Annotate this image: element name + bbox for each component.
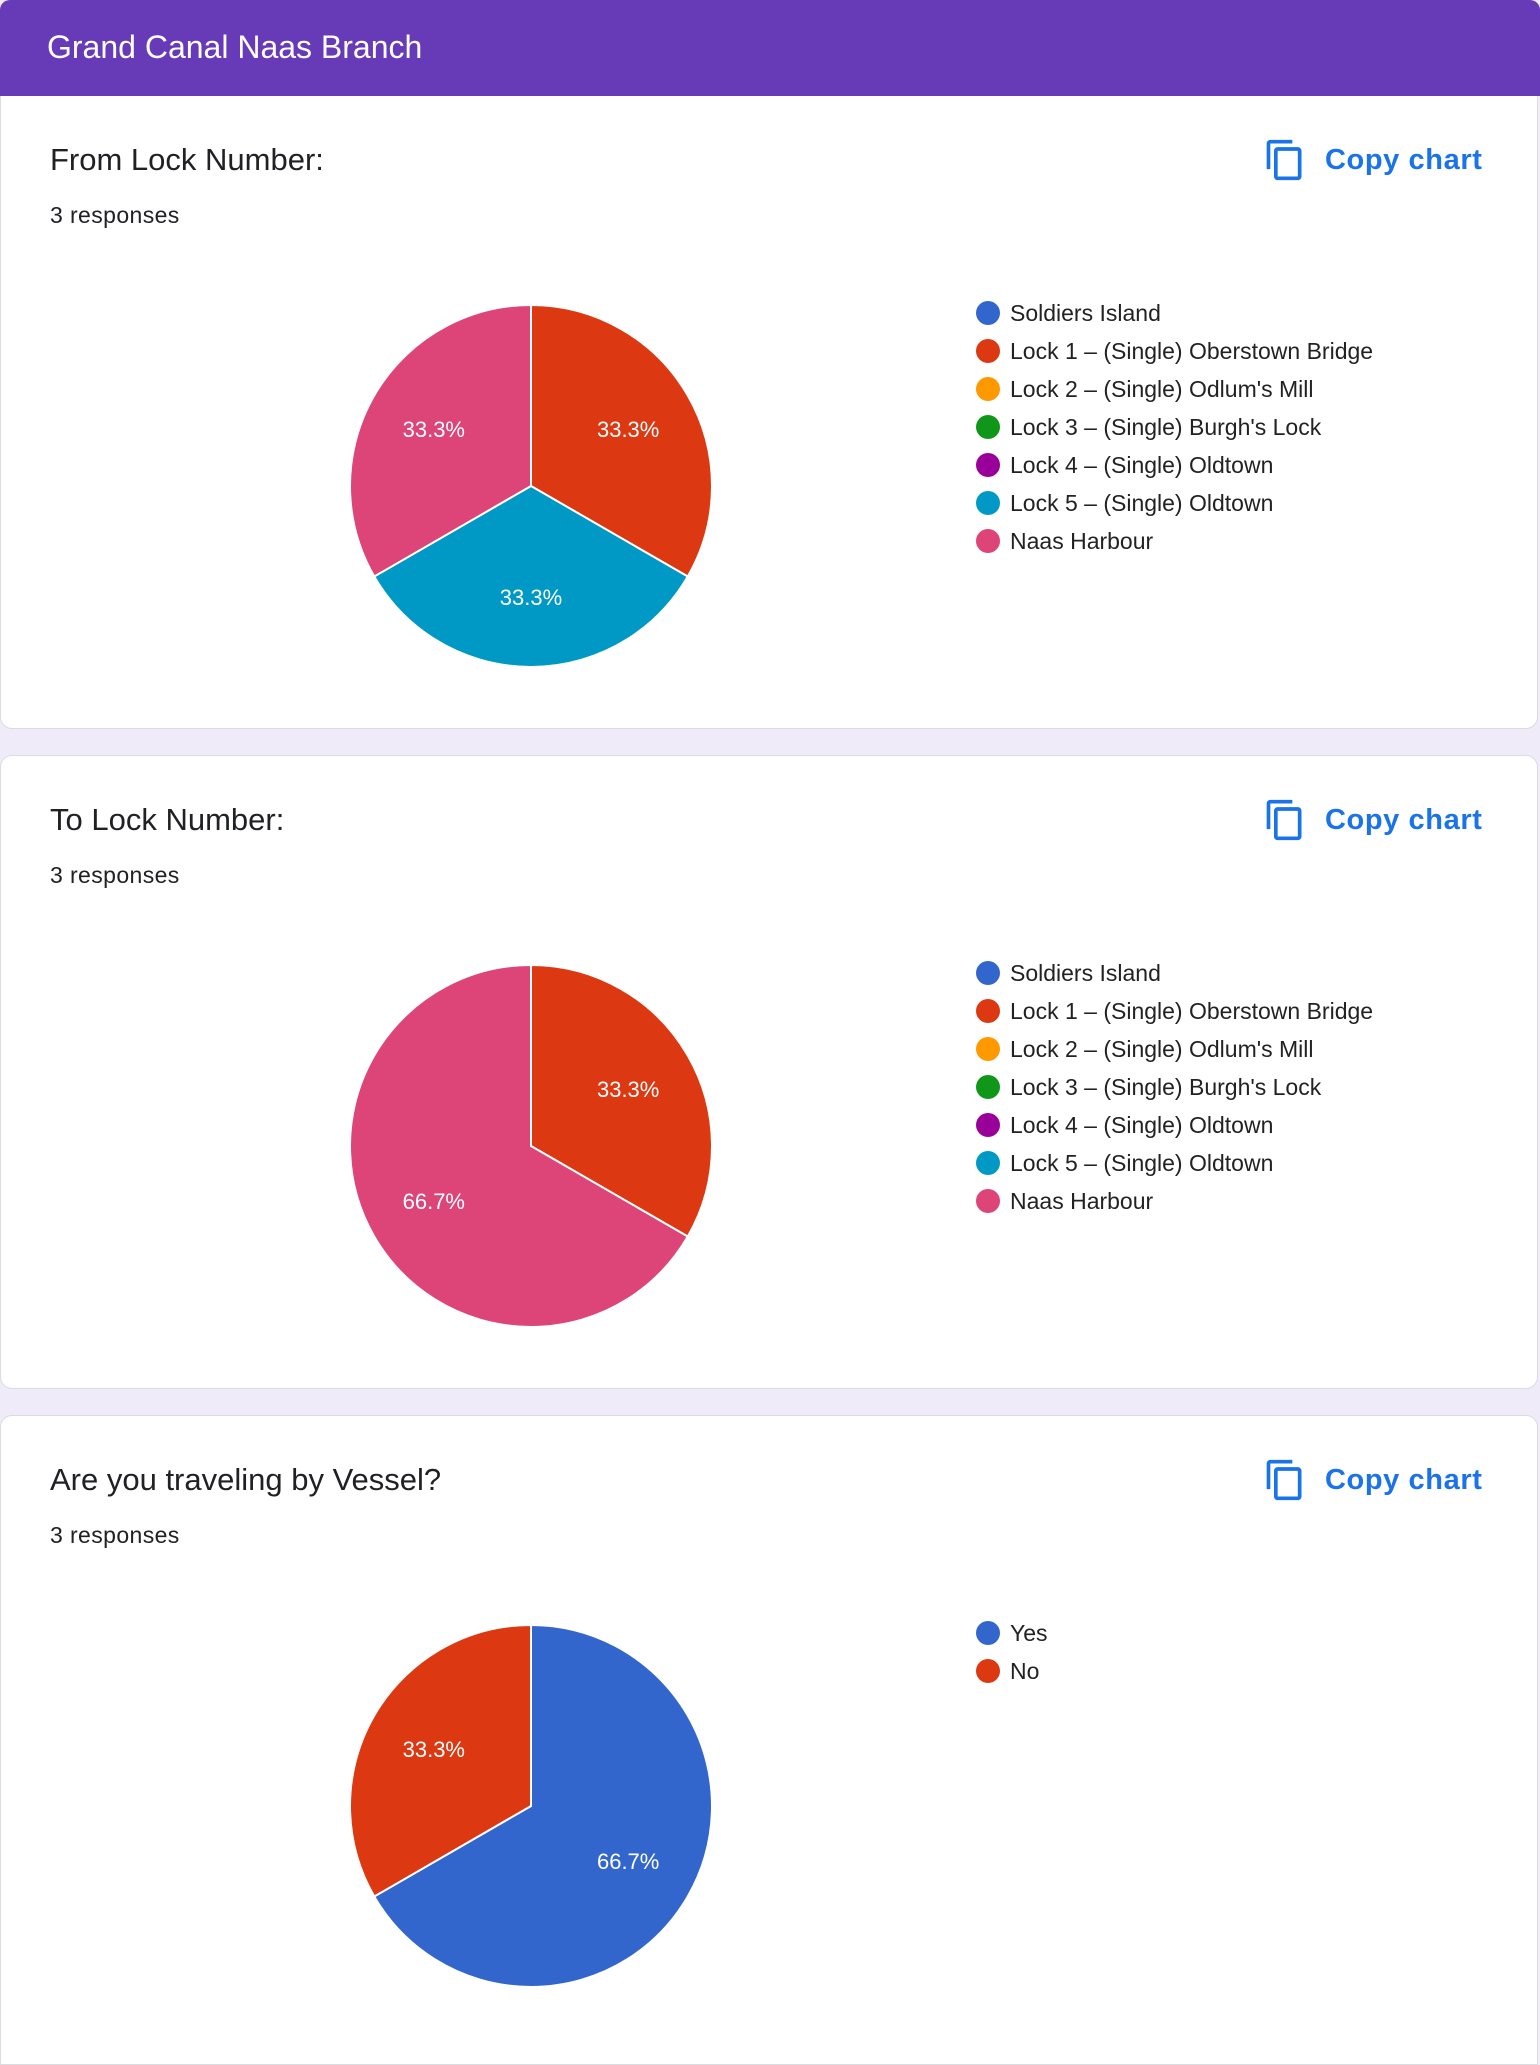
legend-item: Lock 5 – (Single) Oldtown [976,1144,1373,1182]
form-header: Grand Canal Naas Branch [0,0,1540,96]
legend-label: Lock 3 – (Single) Burgh's Lock [1010,413,1322,440]
pie-slice [530,303,713,578]
slice-label: 33.3% [596,416,660,442]
pie-chart: 33.3% 66.7% [331,946,731,1346]
question-card-to-lock: To Lock Number: 3 responses Copy chart 3… [0,755,1538,1389]
pie-slice [530,963,713,1238]
legend-label: Lock 1 – (Single) Oberstown Bridge [1010,997,1374,1024]
legend-swatch [976,301,1000,325]
legend-swatch [976,453,1000,477]
chart-legend: Soldiers Island Lock 1 – (Single) Obersto… [976,294,1373,560]
legend-item: No [976,1652,1048,1690]
question-title: Are you traveling by Vessel? [50,1462,442,1497]
legend-item: Lock 4 – (Single) Oldtown [976,1106,1373,1144]
legend-label: Yes [1010,1619,1048,1646]
pie-slice [349,963,690,1328]
legend-item: Lock 3 – (Single) Burgh's Lock [976,1068,1373,1106]
pie-slice [372,1623,713,1988]
legend-swatch [976,1113,1000,1137]
legend-item: Lock 1 – (Single) Oberstown Bridge [976,992,1373,1030]
slice-label: 33.3% [402,1736,465,1762]
copy-chart-label: Copy chart [1325,1463,1483,1496]
question-card-from-lock: From Lock Number: 3 responses Copy chart… [0,96,1538,729]
copy-chart-button[interactable]: Copy chart [1263,132,1503,188]
legend-label: Lock 2 – (Single) Odlum's Mill [1010,375,1314,402]
legend-item: Lock 2 – (Single) Odlum's Mill [976,1030,1373,1068]
pie-slice [349,303,532,578]
legend-swatch [976,1189,1000,1213]
question-card-vessel: Are you traveling by Vessel? 3 responses… [0,1415,1538,2065]
legend-label: Lock 5 – (Single) Oldtown [1010,1149,1274,1176]
legend-swatch [976,961,1000,985]
pie-slice [349,1623,532,1898]
legend-item: Lock 4 – (Single) Oldtown [976,446,1373,484]
legend-label: Lock 5 – (Single) Oldtown [1010,489,1274,516]
legend-item: Yes [976,1614,1048,1652]
pie-chart: 33.3% 33.3% 33.3% [331,286,731,686]
slice-label: 33.3% [499,585,563,611]
legend-label: Lock 4 – (Single) Oldtown [1010,451,1274,478]
legend-item: Naas Harbour [976,1182,1373,1220]
legend-swatch [976,1621,1000,1645]
slice-label: 33.3% [402,416,465,442]
copy-icon [1266,139,1302,181]
legend-label: Lock 3 – (Single) Burgh's Lock [1010,1073,1322,1100]
legend-swatch [976,415,1000,439]
copy-icon [1266,799,1302,841]
form-title: Grand Canal Naas Branch [47,29,423,65]
legend-label: Lock 2 – (Single) Odlum's Mill [1010,1035,1314,1062]
slice-label: 66.7% [402,1189,465,1215]
slice-label: 33.3% [596,1076,660,1102]
pie-svg [349,303,713,668]
copy-chart-label: Copy chart [1325,803,1483,836]
legend-item: Soldiers Island [976,294,1373,332]
legend-swatch [976,1037,1000,1061]
legend-swatch [976,339,1000,363]
legend-swatch [976,1151,1000,1175]
legend-item: Lock 1 – (Single) Oberstown Bridge [976,332,1373,370]
question-title: To Lock Number: [50,802,285,837]
legend-label: Soldiers Island [1010,959,1161,986]
legend-swatch [976,1659,1000,1683]
copy-chart-button[interactable]: Copy chart [1263,1452,1503,1508]
legend-swatch [976,1075,1000,1099]
legend-swatch [976,999,1000,1023]
legend-label: Naas Harbour [1010,1187,1154,1214]
legend-item: Naas Harbour [976,522,1373,560]
legend-item: Soldiers Island [976,954,1373,992]
chart-legend: Soldiers Island Lock 1 – (Single) Obersto… [976,954,1373,1220]
legend-item: Lock 2 – (Single) Odlum's Mill [976,370,1373,408]
legend-label: Soldiers Island [1010,299,1161,326]
legend-item: Lock 5 – (Single) Oldtown [976,484,1373,522]
legend-label: No [1010,1657,1040,1684]
legend-swatch [976,377,1000,401]
legend-label: Lock 4 – (Single) Oldtown [1010,1111,1274,1138]
response-count: 3 responses [50,862,180,888]
copy-icon [1266,1459,1302,1501]
legend-swatch [976,491,1000,515]
copy-chart-label: Copy chart [1325,143,1483,176]
legend-swatch [976,529,1000,553]
response-count: 3 responses [50,202,180,228]
legend-label: Lock 1 – (Single) Oberstown Bridge [1010,337,1374,364]
pie-chart: 66.7% 33.3% [331,1606,731,2006]
question-title: From Lock Number: [50,142,324,177]
pie-svg [349,963,713,1328]
pie-svg [349,1623,713,1988]
slice-label: 66.7% [596,1849,660,1875]
chart-legend: Yes No [976,1614,1048,1690]
response-count: 3 responses [50,1522,180,1548]
legend-item: Lock 3 – (Single) Burgh's Lock [976,408,1373,446]
copy-chart-button[interactable]: Copy chart [1263,792,1503,848]
legend-label: Naas Harbour [1010,527,1154,554]
